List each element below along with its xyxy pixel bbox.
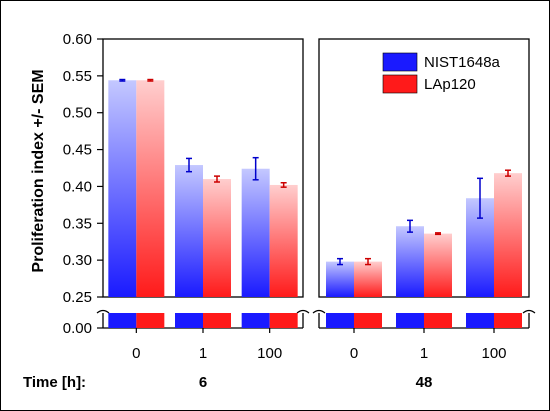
bar-nist1648a [241,168,270,297]
x-tick-label: 100 [481,345,506,362]
y-tick-label: 0.60 [63,31,92,48]
x-group-label: 6 [199,374,207,391]
bar-nist1648a [326,261,354,297]
axis-break-mark [296,309,310,314]
y-tick-label: 0.45 [63,142,92,159]
bar-stub-nist1648a [326,313,354,328]
legend-swatch [382,52,418,72]
x-tick-label: 0 [132,345,140,362]
legend-label: NIST1648a [424,54,501,71]
bar-stub-lap120 [136,313,165,328]
y-tick-label: 0.25 [63,289,92,306]
bar-nist1648a [396,226,424,297]
bar-lap120 [203,179,231,297]
bar-stub-nist1648a [466,313,494,328]
bar-stub-lap120 [494,313,522,328]
bar-nist1648a [175,165,203,297]
x-group-label: 48 [416,374,433,391]
legend-label: LAp120 [424,76,476,93]
bar-nist1648a [108,80,137,297]
y-tick-label: 0.35 [63,215,92,232]
bar-lap120 [354,261,382,297]
bar-stub-lap120 [354,313,382,328]
bar-lap120 [269,184,298,297]
y-tick-label: 0.00 [63,320,92,337]
y-tick-label: 0.40 [63,178,92,195]
bar-stub-nist1648a [108,313,137,328]
legend-swatch [382,74,418,94]
bar-stub-nist1648a [241,313,270,328]
axis-break-mark [522,309,536,314]
bar-lap120 [136,80,165,297]
y-axis-title: Proliferation index +/- SEM [30,69,47,272]
bar-stub-lap120 [424,313,452,328]
x-axis-title: Time [h]: [23,374,86,391]
y-tick-label: 0.55 [63,68,92,85]
bar-stub-lap120 [269,313,298,328]
x-tick-label: 1 [199,345,207,362]
axis-break-mark [96,309,110,314]
bar-lap120 [424,233,452,297]
x-tick-label: 1 [420,345,428,362]
x-tick-label: 100 [257,345,282,362]
y-tick-label: 0.30 [63,252,92,269]
bar-lap120 [494,173,522,297]
bar-stub-lap120 [203,313,231,328]
axis-break-mark [312,309,326,314]
bar-stub-nist1648a [396,313,424,328]
x-tick-label: 0 [350,345,358,362]
y-tick-label: 0.50 [63,105,92,122]
bar-stub-nist1648a [175,313,203,328]
